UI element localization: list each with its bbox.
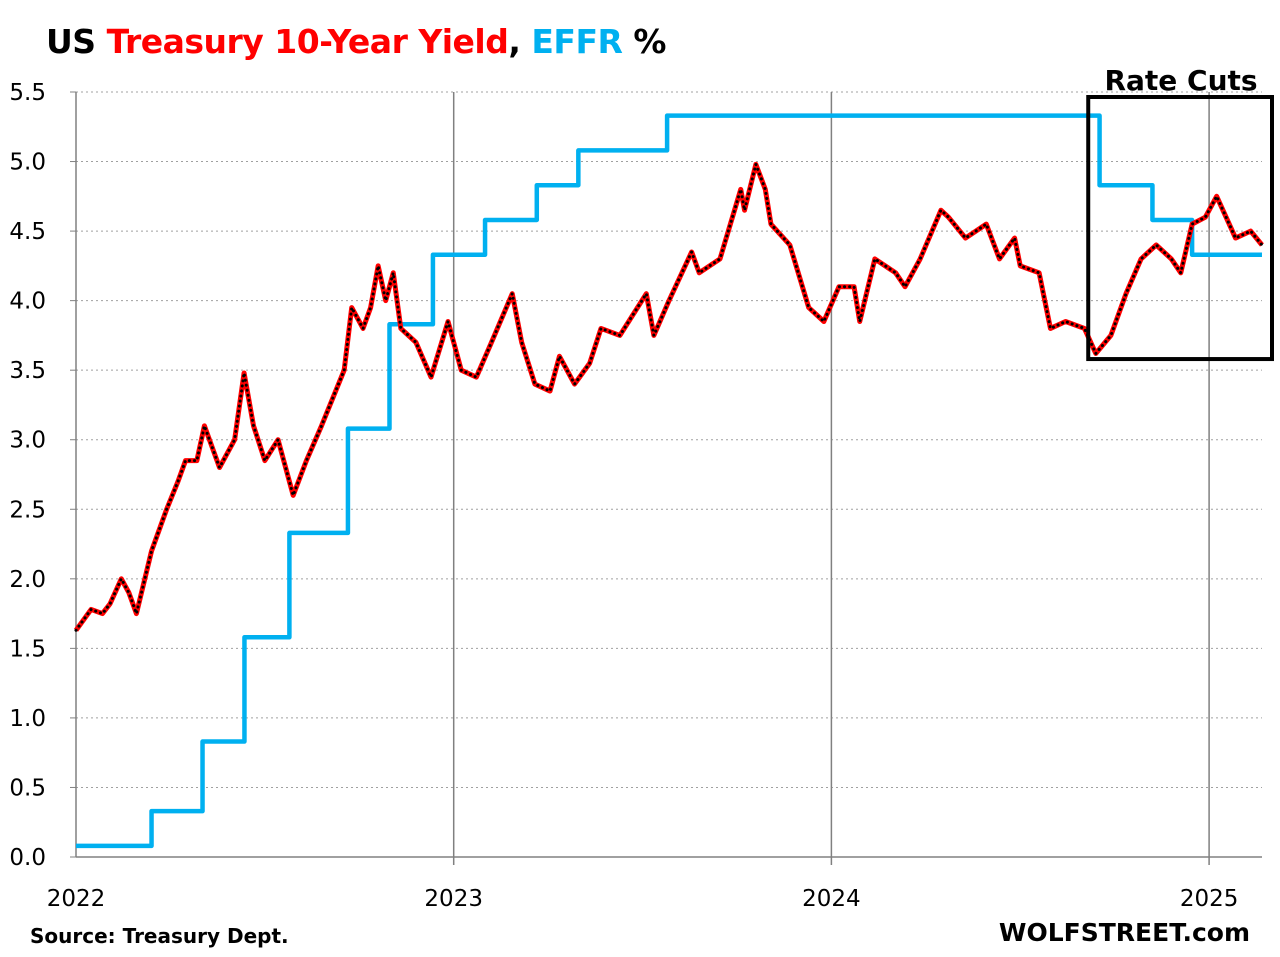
y-tick-label: 1.5 xyxy=(9,636,46,662)
y-tick-label: 4.5 xyxy=(9,219,46,245)
y-tick-label: 0.0 xyxy=(9,845,46,871)
source-note: Source: Treasury Dept. xyxy=(30,924,289,948)
y-tick-label: 2.5 xyxy=(9,497,46,523)
watermark: WOLFSTREET.com xyxy=(998,918,1250,947)
title-suffix: % xyxy=(622,22,666,61)
y-tick-label: 4.0 xyxy=(9,289,46,315)
y-tick-label: 5.5 xyxy=(9,80,46,106)
y-tick-label: 2.0 xyxy=(9,567,46,593)
title-yield: Treasury 10-Year Yield xyxy=(106,22,509,61)
x-tick-label: 2022 xyxy=(47,886,106,912)
x-tick-label: 2023 xyxy=(424,886,483,912)
yield-series-line xyxy=(73,161,1264,632)
rate-cuts-box xyxy=(1086,95,1274,362)
y-tick-label: 5.0 xyxy=(9,150,46,176)
y-tick-label: 1.0 xyxy=(9,706,46,732)
x-tick-label: 2025 xyxy=(1180,886,1239,912)
y-tick-label: 3.5 xyxy=(9,358,46,384)
rate-cuts-label: Rate Cuts xyxy=(1104,64,1257,97)
x-tick-label: 2024 xyxy=(802,886,861,912)
effr-series-line xyxy=(76,113,1262,849)
y-tick-label: 0.5 xyxy=(9,775,46,801)
y-tick-label: 3.0 xyxy=(9,428,46,454)
title-prefix: US xyxy=(46,22,107,61)
chart-title: US Treasury 10-Year Yield, EFFR % xyxy=(46,22,666,61)
title-sep: , xyxy=(508,22,532,61)
title-effr: EFFR xyxy=(531,22,623,61)
yield-series-dots xyxy=(74,162,1264,632)
